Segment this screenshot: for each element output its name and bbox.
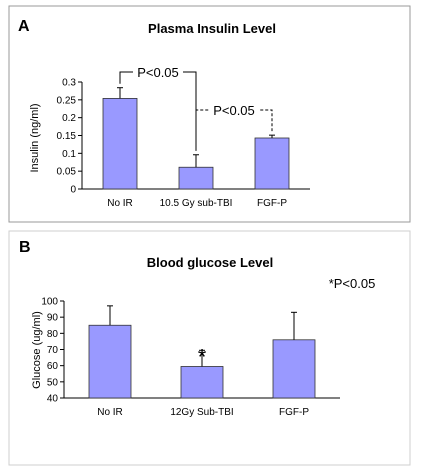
panel-a-category-label: No IR [107, 198, 133, 209]
panel-b-y-tick-label: 50 [47, 377, 59, 388]
panel-b-star-marker: * [198, 344, 207, 369]
panel-b-significance-note: *P<0.05 [329, 276, 376, 291]
panel-a-bar [178, 166, 214, 190]
panel-a-y-tick-label: 0.1 [62, 149, 76, 160]
panel-b-y-tick-label: 100 [41, 297, 58, 308]
panel-b-y-tick-label: 80 [47, 329, 59, 340]
panel-b-y-tick-label: 40 [47, 394, 59, 405]
panel-b-title: Blood glucose Level [147, 255, 273, 270]
panel-b-y-axis-label: Glucose (ug/ml) [31, 311, 43, 389]
panel-a-annotation-1-backing [133, 64, 183, 79]
panel-b-y-tick-label: 60 [47, 361, 59, 372]
panel-a-annotation-2-backing [209, 102, 259, 117]
panel-a-y-axis-label: Insulin (ng/ml) [29, 103, 41, 172]
panel-a-bracket-dashed [195, 109, 273, 151]
panel-a-annotation-1: P<0.05 [137, 65, 179, 80]
panel-a-category-label: 10.5 Gy sub-TBI [160, 198, 233, 209]
panel-a-annotation-2: P<0.05 [213, 103, 255, 118]
panel-b-y-tick-label: 70 [47, 345, 59, 356]
panel-b-category-label: No IR [97, 407, 123, 418]
panel-a-marks: 0 0.05 0.1 0.15 0.2 0.25 0.3 No IR 10.5 Gy sub-T… [57, 64, 310, 209]
panel-b-bar [180, 366, 224, 399]
panel-a-y-tick-label: 0.05 [57, 167, 77, 178]
panel-b-bar [272, 339, 316, 399]
panel-b-category-label: 12Gy Sub-TBI [170, 407, 233, 418]
panel-b-y-tick-label: 90 [47, 313, 59, 324]
panel-a-bar [102, 98, 138, 190]
panel-a-category-label: FGF-P [257, 198, 287, 209]
panel-a-y-tick-label: 0.15 [57, 131, 77, 142]
panel-b-frame [8, 230, 411, 466]
panel-a-y-tick-label: 0.2 [62, 113, 76, 124]
panel-a-y-tick-label: 0.25 [57, 95, 77, 106]
panel-a-bar [254, 137, 290, 190]
panel-b-bar [88, 324, 132, 399]
panel-a: A Plasma Insulin Level Insulin (ng/ml) 0… [8, 5, 411, 223]
panel-b-label: B [19, 239, 31, 256]
panel-b-category-label: FGF-P [279, 407, 309, 418]
panel-b-marks: 40 50 60 70 80 90 100 No IR 12Gy Sub-TBI FGF-P [41, 297, 340, 418]
panel-a-y-tick-label: 0 [70, 185, 76, 196]
panel-a-label: A [18, 18, 30, 35]
panel-b: B Blood glucose Level *P<0.05 Glucose (u… [8, 230, 411, 466]
panel-a-y-tick-label: 0.3 [62, 78, 76, 89]
panel-a-title: Plasma Insulin Level [148, 21, 276, 36]
